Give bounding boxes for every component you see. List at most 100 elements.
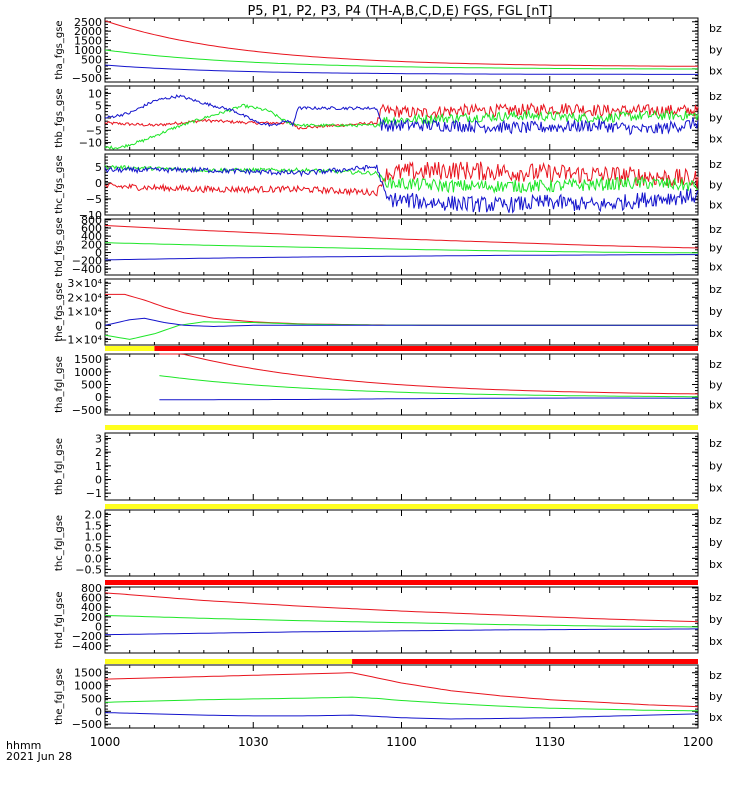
panel-frame <box>104 278 699 346</box>
series-line-bx <box>104 64 698 75</box>
y-tick-label: 1500 <box>74 353 102 366</box>
y-tick-label: 3×10⁴ <box>67 277 102 290</box>
y-tick-label: 0 <box>95 473 102 486</box>
panel-ylabel: thb_fgl_gse <box>54 438 65 495</box>
series-line-by <box>104 614 699 628</box>
series-line-bx <box>104 712 699 720</box>
y-tick-label: 0 <box>95 247 102 260</box>
y-tick-label: −10 <box>79 137 102 150</box>
y-tick-label: 5 <box>95 161 102 174</box>
y-tick-label: 1500 <box>74 667 102 680</box>
legend-bz: bz <box>709 514 722 527</box>
y-tick-label: 2.0 <box>85 508 103 521</box>
legend-by: by <box>709 378 723 391</box>
y-tick-label: 1.0 <box>85 530 103 543</box>
y-tick-label: 5 <box>95 100 102 113</box>
series-line-bx <box>104 164 699 214</box>
y-tick-label: 2000 <box>74 25 102 38</box>
y-tick-label: 1 <box>95 460 102 473</box>
series-line-by <box>159 375 698 398</box>
series-line-bz <box>104 102 699 130</box>
x-tick-label: 1000 <box>90 735 121 749</box>
y-tick-label: 800 <box>81 582 102 595</box>
y-tick-label: 2×10⁴ <box>67 291 102 304</box>
legend-bz: bz <box>709 437 722 450</box>
panel-ylabel: tha_fgl_gse <box>54 356 65 413</box>
panel-ylabel: thc_fgl_gse <box>54 515 65 571</box>
legend-bx: bx <box>709 399 723 412</box>
y-tick-label: 500 <box>81 53 102 66</box>
y-tick-label: 800 <box>81 214 102 227</box>
y-tick-label: 3 <box>95 432 102 445</box>
y-tick-label: 500 <box>81 692 102 705</box>
panel-frame <box>104 153 699 216</box>
legend-bx: bx <box>709 133 723 146</box>
panel-ylabel: thd_fgl_gse <box>54 592 65 649</box>
y-tick-label: 600 <box>81 222 102 235</box>
legend-bx: bx <box>709 558 723 571</box>
y-tick-label: 1500 <box>74 35 102 48</box>
panel-frame <box>104 664 699 729</box>
y-tick-label: 0.5 <box>85 541 103 554</box>
legend-by: by <box>709 536 723 549</box>
series-line-bx <box>104 94 699 136</box>
legend-bx: bx <box>709 327 723 340</box>
status-bar-yellow <box>105 659 353 664</box>
status-bar-red <box>154 346 698 351</box>
panel-frame <box>104 586 699 654</box>
series-line-bz <box>105 293 698 326</box>
legend-bz: bz <box>709 591 722 604</box>
series-line-bz <box>104 225 699 249</box>
series-line-bx <box>104 628 698 636</box>
x-tick-label: 1130 <box>534 735 565 749</box>
panel-ylabel: the_fgs_gse <box>54 282 65 341</box>
y-tick-label: 2500 <box>74 16 102 29</box>
y-tick-label: −1 <box>86 487 102 500</box>
series-line-bz <box>104 161 699 197</box>
y-tick-label: 0 <box>95 391 102 404</box>
series-line-by <box>104 696 699 712</box>
footer-hhmm-label: hhmm <box>6 739 41 752</box>
legend-by: by <box>709 43 723 56</box>
y-tick-label: 0 <box>95 63 102 76</box>
y-tick-label: 200 <box>81 238 102 251</box>
y-tick-label: 1000 <box>74 366 102 379</box>
legend-bx: bx <box>709 635 723 648</box>
y-tick-label: 200 <box>81 611 102 624</box>
y-tick-label: 1000 <box>74 44 102 57</box>
legend-bx: bx <box>709 199 723 212</box>
panel-frame <box>104 17 699 83</box>
legend-bz: bz <box>709 358 722 371</box>
y-tick-label: −400 <box>72 640 102 653</box>
series-line-bz <box>104 20 698 67</box>
panel-ylabel: thd_fgs_gse <box>54 217 65 276</box>
y-tick-label: 1.5 <box>85 519 103 532</box>
y-tick-label: 600 <box>81 592 102 605</box>
y-tick-label: 0 <box>95 319 102 332</box>
legend-bx: bx <box>709 482 723 495</box>
series-line-bz <box>104 672 699 708</box>
y-tick-label: −0.5 <box>75 563 102 576</box>
panel-ylabel: thc_fgs_gse <box>54 155 65 214</box>
y-tick-label: 10 <box>88 87 102 100</box>
panel-ylabel: tha_fgs_gse <box>54 20 65 79</box>
legend-bz: bz <box>709 283 722 296</box>
x-tick-label: 1100 <box>386 735 417 749</box>
status-bar-yellow <box>105 504 698 509</box>
y-tick-label: 0 <box>95 621 102 634</box>
legend-by: by <box>709 242 723 255</box>
series-line-bx <box>104 317 698 328</box>
x-tick-label: 1200 <box>683 735 714 749</box>
series-line-by <box>104 49 698 70</box>
footer-date-label: 2021 Jun 28 <box>6 750 72 763</box>
y-tick-label: −10 <box>79 209 102 222</box>
panel-ylabel: the_fgl_gse <box>54 668 65 725</box>
legend-bz: bz <box>709 158 722 171</box>
series-line-bx <box>159 397 698 401</box>
legend-bz: bz <box>709 22 722 35</box>
x-tick-label: 1030 <box>238 735 269 749</box>
legend-bz: bz <box>709 669 722 682</box>
legend-by: by <box>709 178 723 191</box>
series-line-by <box>104 242 698 254</box>
